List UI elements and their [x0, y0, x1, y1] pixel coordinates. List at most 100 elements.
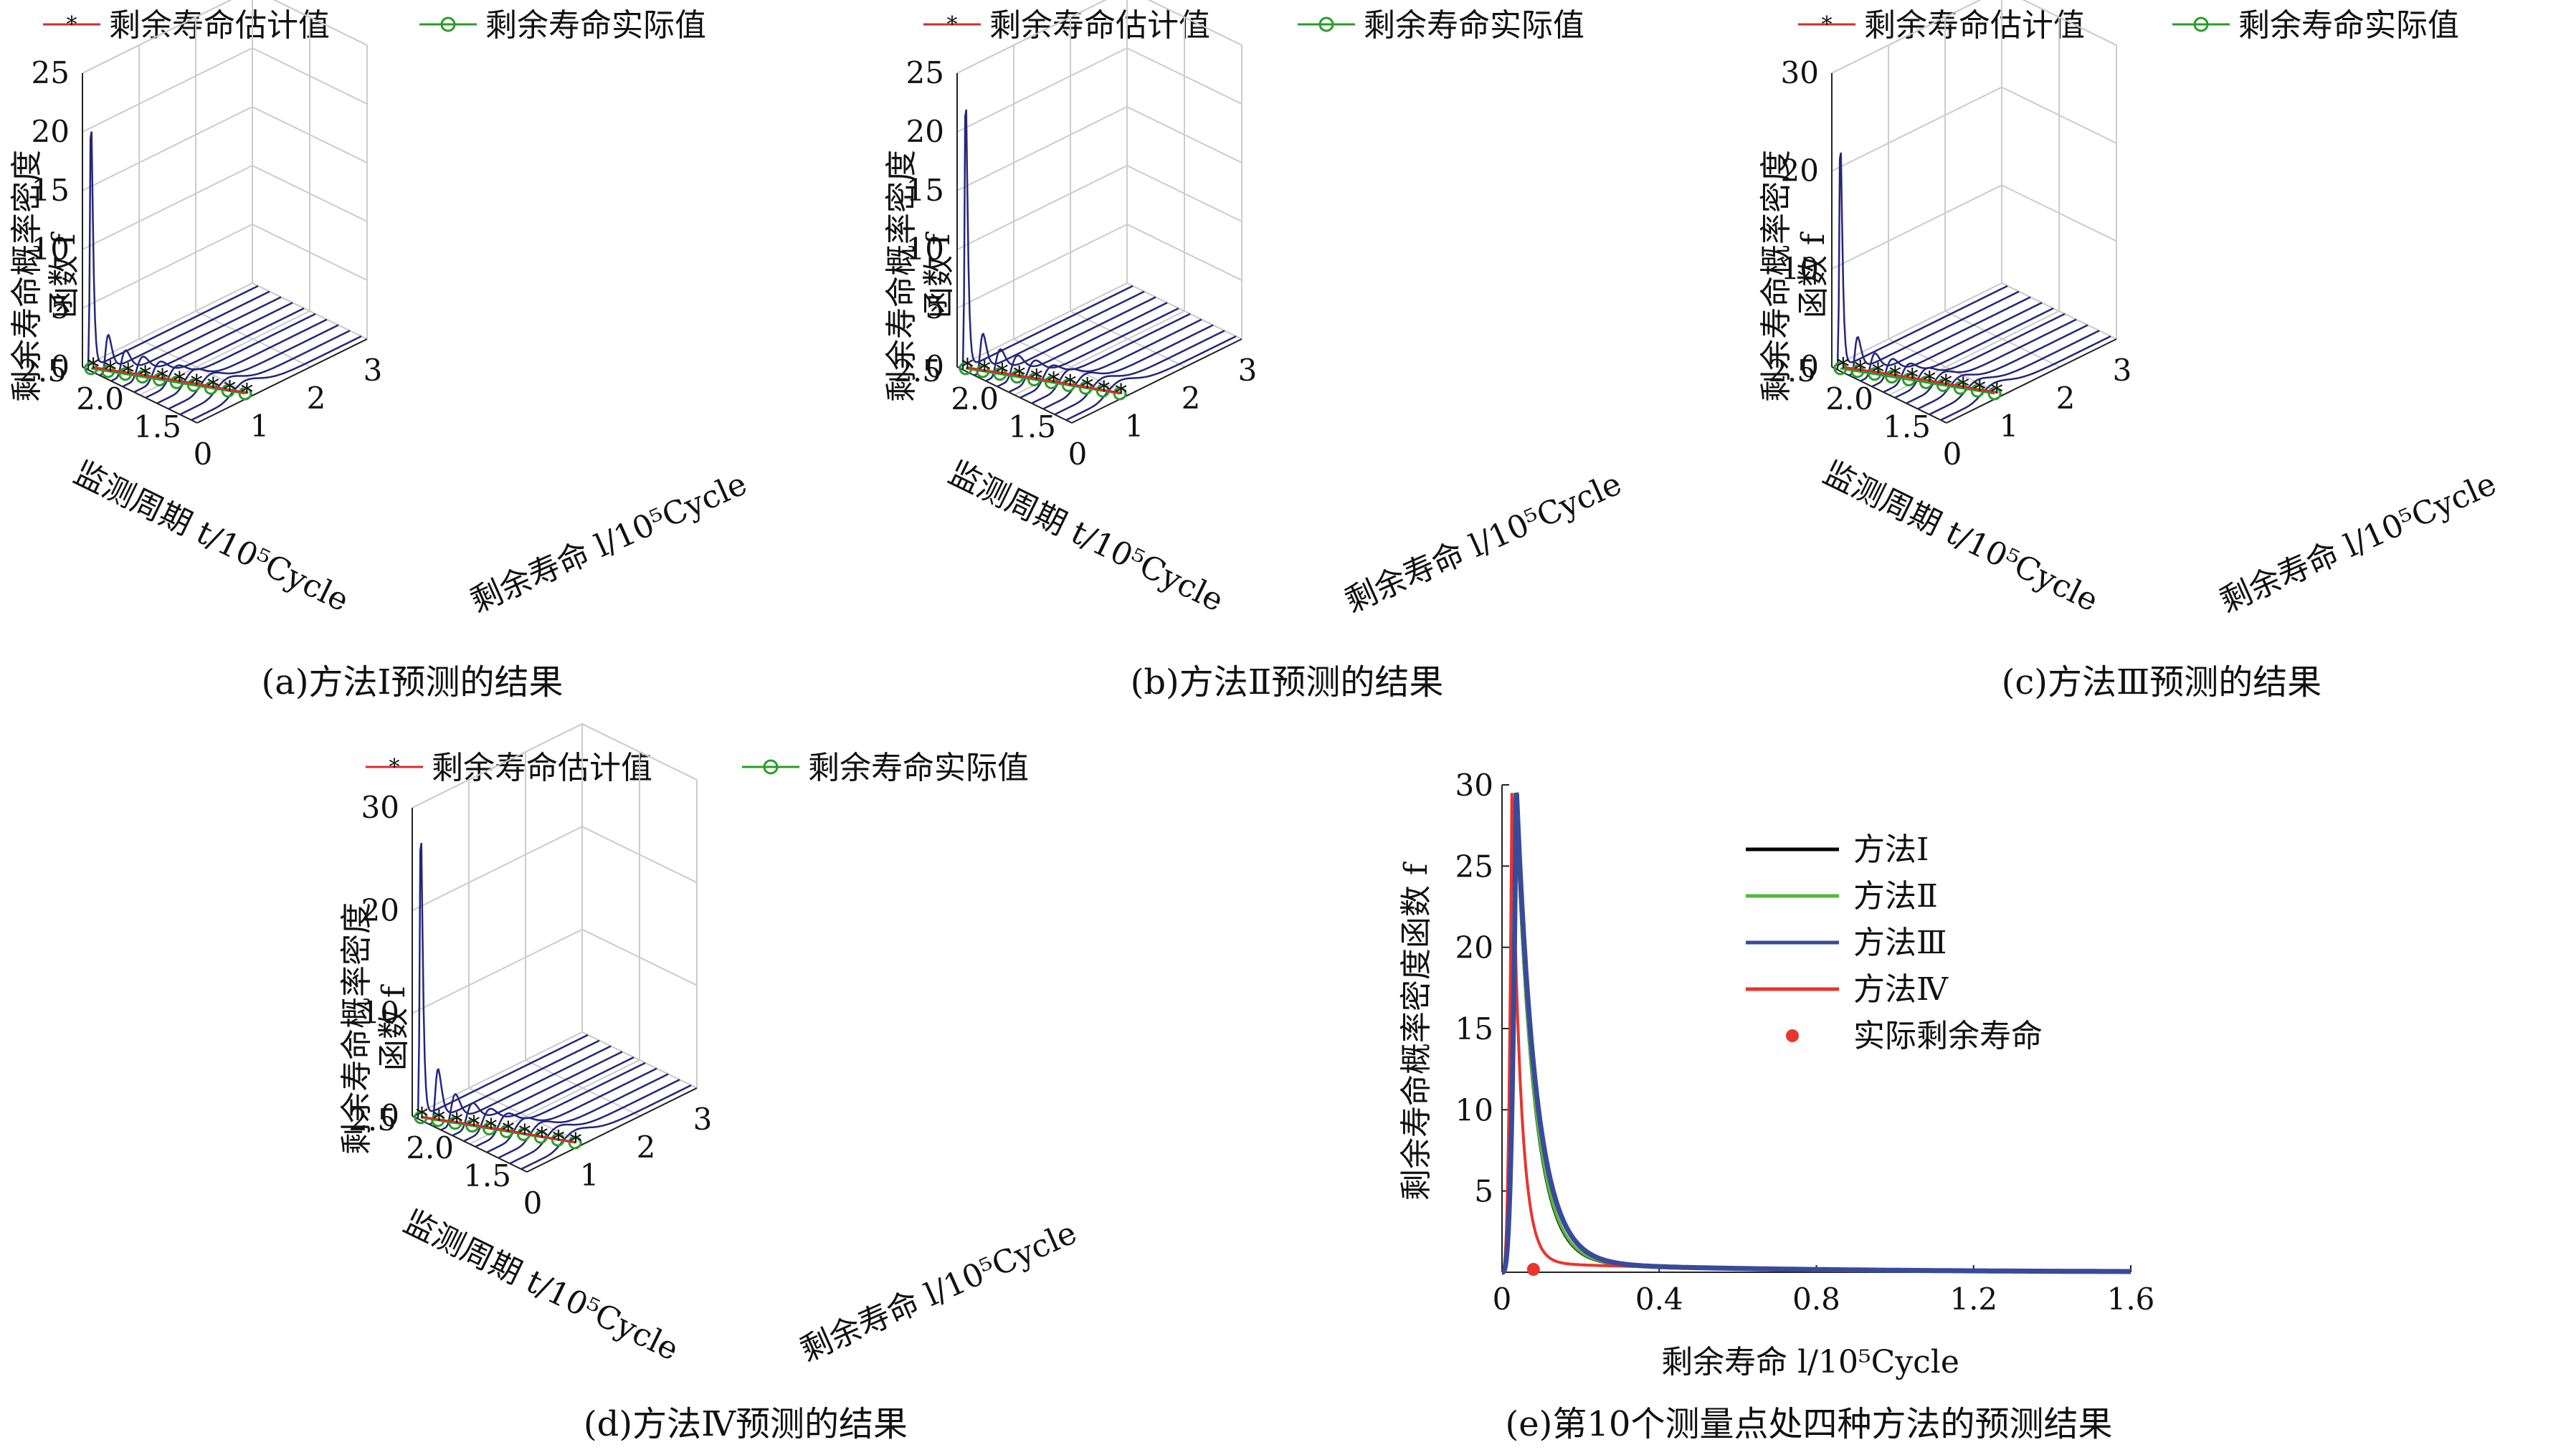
estimated-rul-marker: * [122, 358, 134, 387]
z-tick-label: 30 [361, 790, 399, 825]
z-tick-label: 0 [50, 349, 70, 384]
actual-rul-marker [238, 386, 252, 401]
grid-line [272, 0, 368, 46]
z-tick-label: 20 [906, 114, 944, 149]
grid-line [412, 723, 583, 809]
z-tick-label: 20 [1781, 153, 1819, 189]
grid-line [412, 928, 583, 1014]
estimated-rul-marker: * [1030, 364, 1042, 393]
pdf-curve [1848, 290, 2020, 376]
actual-rul-marker [1987, 386, 2002, 401]
grid-line [1831, 184, 2002, 270]
grid-line [1831, 0, 1982, 74]
actual-rul-line [1840, 367, 1995, 395]
estimated-rul-marker: * [1098, 376, 1110, 404]
pdf-curve [191, 335, 362, 421]
y-tick-label: 1.5 [1008, 409, 1056, 444]
pdf-curve [429, 1039, 600, 1125]
estimated-rul-marker: * [1115, 378, 1127, 407]
pdf-curve [1836, 152, 2008, 370]
pdf-curve [1031, 318, 1202, 404]
legend-marker-circle [1318, 16, 1334, 32]
pdf-curve [156, 318, 328, 404]
zlabel-b-line1: 剩余寿命概率密度 [883, 150, 920, 402]
estimated-rul-marker: * [139, 361, 151, 390]
pdf-curve [110, 296, 282, 382]
grid-line [1126, 106, 1242, 163]
xlabel-b: 剩余寿命 l/10⁵Cycle [1340, 465, 1627, 620]
x-axis-line [1946, 338, 2117, 424]
grid-line [581, 928, 698, 986]
y-tick-label: 2.5 [348, 1102, 396, 1137]
grid-line [956, 0, 1107, 74]
ylabel-e: 剩余寿命概率密度函数 f [1398, 862, 1435, 1201]
caption-d: (d)方法Ⅳ预测的结果 [584, 1404, 908, 1444]
estimated-rul-marker: * [207, 373, 219, 401]
estimated-rul-line [92, 366, 247, 394]
x-tick-label: 2 [2056, 381, 2076, 416]
estimated-rul-line [422, 1115, 576, 1144]
grid-line [82, 106, 253, 191]
actual-rul-marker [1868, 367, 1882, 381]
grid-line [956, 106, 1128, 191]
estimated-rul-marker: * [416, 1102, 428, 1131]
estimated-rul-marker: * [468, 1110, 480, 1139]
y-tick-label: 2.5 [893, 353, 941, 388]
y-axis-line [1831, 366, 1947, 424]
ylabel-d: 监测周期 t/10⁵Cycle [398, 1203, 684, 1368]
legend-marker-circle [763, 759, 779, 775]
legend-actual-label: 剩余寿命实际值 [808, 750, 1029, 786]
legend-actual-label: 剩余寿命实际值 [2238, 7, 2459, 44]
y-tick-label: 2.0 [406, 1130, 454, 1165]
grid-line [581, 826, 698, 884]
pdf-curve [1020, 313, 1191, 399]
pdf-curve [133, 307, 305, 393]
x-tick-label: 3 [363, 353, 383, 388]
estimated-rul-marker: * [1837, 353, 1849, 381]
z-tick-label: 15 [32, 173, 70, 208]
estimated-rul-marker: * [1064, 370, 1076, 399]
panel-e: 0 0.4 0.8 1.2 1.6 5 10 15 20 25 30 剩余寿命概率密度函数 f 剩余… [1398, 768, 2154, 1444]
x-tick-label: 0 [523, 1186, 543, 1221]
grid-line [2001, 184, 2117, 242]
caption-b: (b)方法Ⅱ预测的结果 [1131, 662, 1444, 702]
pdf-curve [440, 1045, 612, 1131]
z-tick-label: 20 [32, 114, 70, 149]
estimated-rul-marker: * [1047, 367, 1060, 396]
y-tick-label: 20 [1455, 930, 1493, 965]
legend-e-label-0: 方法Ⅰ [1853, 831, 1929, 868]
x-axis-line [526, 1087, 698, 1173]
estimated-rul-marker: * [156, 364, 168, 393]
y-tick-label: 2.0 [951, 381, 999, 416]
pdf-curve [463, 1056, 635, 1143]
pdf-curve [122, 302, 293, 388]
pdf-curve [509, 1079, 680, 1165]
actual-rul-marker [1885, 370, 1899, 384]
pdf-curve [1940, 335, 2111, 421]
legend-estimated-label: 剩余寿命估计值 [989, 7, 1210, 44]
y-tick-label: 1.5 [463, 1158, 511, 1193]
plot-e: 0 0.4 0.8 1.2 1.6 5 10 15 20 25 30 [1455, 768, 2155, 1317]
legend-marker-star: * [947, 12, 958, 37]
estimated-rul-marker: * [961, 353, 974, 382]
legend-marker-star: * [67, 12, 77, 37]
pdf-curve [475, 1062, 646, 1148]
zlabel-a-line1: 剩余寿命概率密度 [9, 150, 45, 402]
pdf-curve [1008, 307, 1179, 393]
legend-a: * 剩余寿命估计值 剩余寿命实际值 [43, 7, 706, 44]
y-tick-label: 2.5 [19, 353, 67, 388]
y-tick-label: 15 [1455, 1011, 1493, 1046]
z-tick-label: 25 [32, 55, 70, 90]
estimated-rul-marker: * [979, 356, 991, 385]
estimated-rul-marker: * [996, 358, 1008, 387]
x-axis-line [1071, 338, 1242, 424]
x-tick-label: 0 [1943, 437, 1962, 472]
estimated-rul-marker: * [433, 1105, 445, 1134]
pdf-curve [997, 302, 1168, 388]
grid-line [82, 0, 232, 74]
actual-rul-line [90, 367, 246, 395]
grid-line [82, 47, 253, 133]
legend-marker-circle [440, 16, 456, 32]
y-tick-label: 1.5 [133, 409, 181, 444]
